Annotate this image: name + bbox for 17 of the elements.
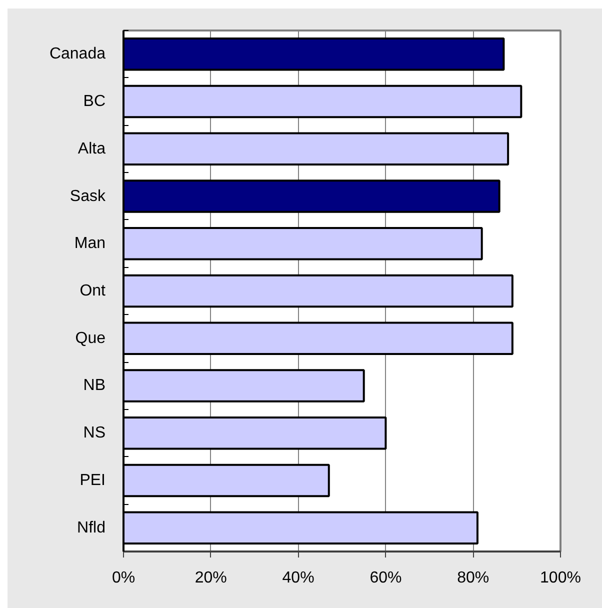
y-tick-label: Canada [49,46,106,63]
y-tick-label: Ont [80,282,106,300]
x-tick-label: 60% [370,570,402,586]
y-tick-label: BC [83,93,106,110]
x-tick-label: 40% [282,570,314,586]
x-tick-label: 80% [457,570,490,586]
y-tick-label: Man [74,235,106,252]
y-tick-label: NS [83,424,106,442]
x-tick-label: 0% [112,570,136,586]
y-tick-label: NB [83,377,106,394]
x-tick-label: 100% [540,570,581,586]
x-tick-label: 20% [194,570,227,586]
y-tick-label: Sask [70,188,106,205]
y-tick-label: Alta [78,140,106,158]
y-tick-label: Que [75,330,106,347]
y-tick-label: Nfld [77,519,106,536]
y-tick-label: PEI [80,472,106,489]
